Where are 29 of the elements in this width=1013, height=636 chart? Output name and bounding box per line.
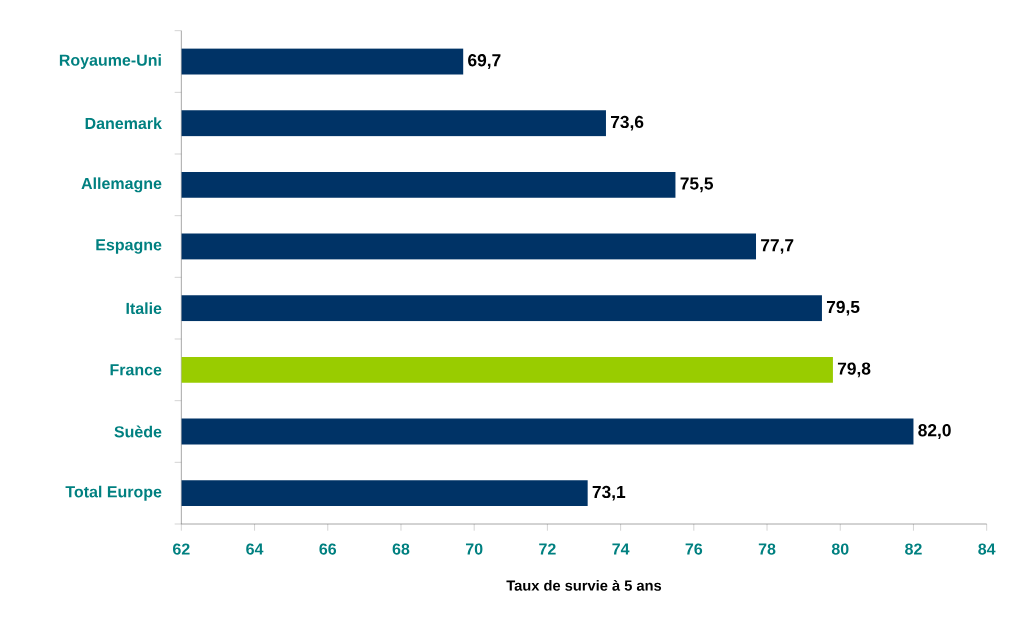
x-tick-label: 62 [173,543,190,555]
y-tick-label: France [110,364,162,376]
x-tick-label: 70 [465,543,483,555]
y-tick-label: Royaume-Uni [59,54,161,69]
data-label: 79,5 [826,300,860,316]
y-tick-label: Espagne [96,239,162,254]
data-label: 73,6 [610,115,644,131]
y-tick-label: Total Europe [65,485,162,501]
data-label: 77,7 [761,239,794,254]
x-axis-title: Taux de survie à 5 ans [506,579,662,591]
x-tick-label: 84 [978,543,996,555]
x-tick-label: 74 [612,543,630,555]
x-tick-label: 80 [831,543,849,555]
y-tick-label: Suède [114,425,162,438]
data-label: 75,5 [680,177,714,193]
data-label: 69,7 [468,54,501,69]
data-label: 79,8 [837,362,871,378]
x-tick-label: 82 [905,543,922,555]
y-tick-label: Italie [126,302,162,315]
x-tick-label: 78 [758,543,776,555]
x-tick-label: 68 [392,543,410,555]
x-tick-label: 64 [246,543,264,555]
y-tick-label: Danemark [85,117,162,130]
x-tick-label: 72 [539,543,556,555]
data-label: 82,0 [918,424,951,439]
y-tick-label: Allemagne [81,177,162,193]
data-label: 73,1 [592,485,626,501]
x-tick-label: 66 [319,543,337,555]
x-tick-label: 76 [685,543,703,555]
